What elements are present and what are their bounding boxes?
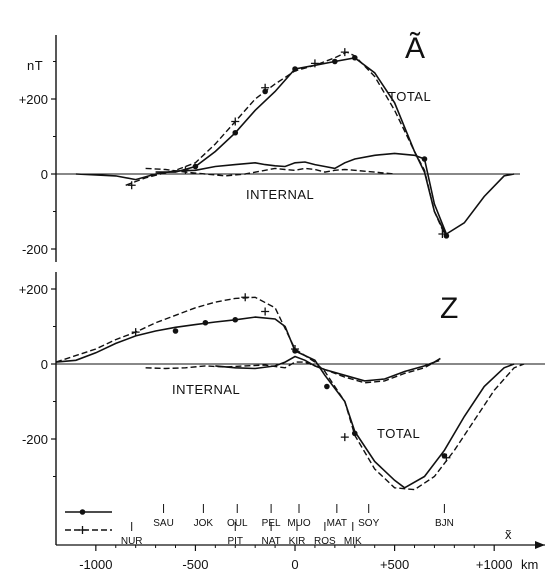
z-series-1-line — [55, 296, 525, 491]
a-series-3-line — [145, 167, 395, 177]
a-series-1-marker — [127, 181, 136, 190]
station-label: OUL — [227, 518, 248, 529]
station-label: MAT — [327, 518, 347, 529]
x-tick-label: +1000 — [476, 557, 513, 572]
a-series-0-marker — [192, 163, 199, 170]
x-axis-symbol: x̃ — [505, 527, 512, 542]
x-tick-label: -1000 — [79, 557, 112, 572]
a-y-tick-label: +200 — [19, 92, 48, 107]
a-series-0-line — [155, 56, 448, 237]
z-series-0-marker — [232, 316, 239, 323]
a-annotation-total: TOTAL — [388, 89, 431, 104]
legend-dashed-cross-marker — [78, 526, 87, 534]
z-series-1-marker — [131, 328, 140, 337]
station-label: NUR — [121, 536, 143, 547]
a-series-2-line — [75, 152, 515, 236]
a-series-1-marker — [231, 117, 240, 126]
z-series-2-line — [215, 355, 441, 382]
z-annotation-internal: INTERNAL — [172, 382, 240, 397]
station-label: KIR — [289, 536, 306, 547]
x-unit-label: km — [521, 557, 538, 572]
z-series-1-marker — [340, 433, 349, 442]
z-annotation-total: TOTAL — [377, 426, 420, 441]
a-series-1-marker — [261, 83, 270, 92]
z-series-1-marker — [442, 453, 451, 462]
z-panel-label: Z — [440, 292, 458, 325]
a-series-1-marker — [310, 59, 319, 68]
a-y-tick-label: -200 — [22, 242, 48, 257]
z-series-0-marker — [351, 430, 358, 437]
z-y-tick-label: +200 — [19, 282, 48, 297]
z-y-tick-label: 0 — [41, 357, 48, 372]
x-tick-label: -500 — [182, 557, 208, 572]
a-y-axis-title: nT — [27, 58, 43, 73]
z-series-1-marker — [261, 307, 270, 316]
x-tick-label: 0 — [291, 557, 298, 572]
x-axis-arrowhead — [535, 541, 545, 549]
z-series-1-marker — [291, 345, 300, 353]
x-tick-label: +500 — [380, 557, 409, 572]
z-series-0-marker — [172, 328, 179, 334]
station-label: JOK — [194, 518, 214, 529]
z-series-3-line — [145, 359, 441, 384]
a-panel-label: Ã — [405, 31, 425, 65]
z-series-1-marker — [241, 293, 250, 302]
station-label: PIT — [227, 536, 243, 547]
z-series-0-marker — [202, 319, 209, 326]
a-series-1-marker — [340, 48, 349, 57]
a-series-1-marker — [438, 230, 447, 238]
a-series-0-marker — [332, 58, 338, 65]
station-label: SAU — [153, 518, 174, 529]
station-label: SOY — [358, 518, 379, 529]
legend-solid-dots-marker — [79, 509, 86, 515]
a-annotation-internal: INTERNAL — [246, 187, 314, 202]
station-label: MIK — [344, 536, 362, 547]
z-y-tick-label: -200 — [22, 432, 48, 447]
z-series-0-marker — [324, 383, 330, 390]
station-label: MUO — [287, 518, 311, 529]
station-label: BJN — [435, 518, 454, 529]
a-y-tick-label: 0 — [41, 167, 48, 182]
station-label: ROS — [314, 536, 336, 547]
station-label: NAT — [261, 536, 280, 547]
a-series-0-marker — [232, 129, 239, 136]
